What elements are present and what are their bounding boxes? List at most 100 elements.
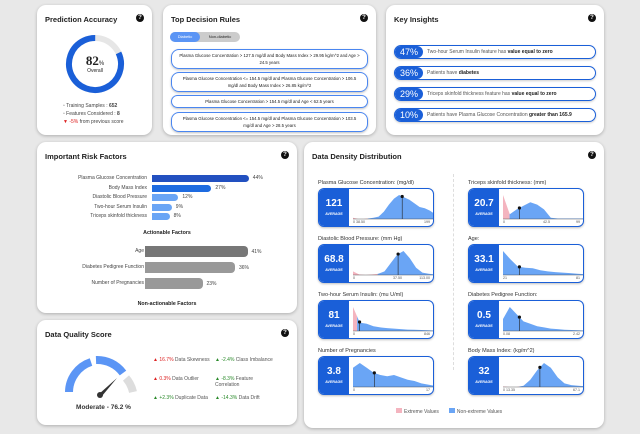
quality-metric: ▲ -2.4% Class Imbalance [215,357,275,363]
insight-item: 29% Triceps skinfold thickness feature ha… [394,87,596,101]
help-icon[interactable]: ? [588,151,596,159]
column-divider [453,174,454,370]
data-quality-card: Data Quality Score ? Moderate - 76.2 % ▲… [37,320,297,425]
stat-label: Training Samples : [66,103,109,109]
tab-diabetic[interactable]: Diabetic [170,32,200,42]
density-area [509,202,583,219]
up-arrow-icon: ▲ [153,357,158,363]
density-chart[interactable]: 0.5 AVERAGE 0.08 2.42 [468,300,584,339]
risk-factor-bar[interactable] [152,203,172,211]
quality-metric: ▲ +2.3% Duplicate Data [153,395,215,401]
help-icon[interactable]: ? [281,329,289,337]
axis-tick: 0 [353,276,355,280]
help-icon[interactable]: ? [281,151,289,159]
risk-factor-value: 23% [206,281,217,287]
tab-non-diabetic[interactable]: Non-diabetic [208,34,232,39]
density-plot [353,307,433,332]
risk-factor-bar[interactable] [152,175,249,182]
quality-metric: ▲ -14.3% Data Drift [215,395,275,401]
metric-label: Data Outlier [172,376,199,382]
risk-factor-value: 27% [215,184,226,191]
metric-value: -2.4% [221,357,235,363]
risk-factor-value: 36% [239,265,250,271]
risk-factor-label: Body Mass Index [108,184,147,191]
help-icon[interactable]: ? [136,14,144,22]
metric-label: Data Drift [238,395,260,401]
metric-value: -8.3% [221,376,235,382]
axis-tick: 37.50 [393,276,402,280]
average-label: AVERAGE [475,268,493,272]
help-icon[interactable]: ? [588,14,596,22]
density-chart[interactable]: 81 AVERAGE 0 846 [318,300,434,339]
insight-item: 36% Patients have diabetes [394,66,596,80]
card-title: Prediction Accuracy [45,15,118,24]
insight-percent: 29% [395,88,423,100]
axis-tick: 846 [424,332,430,336]
density-chart[interactable]: 32 AVERAGE 0 13.35 67.1 [468,356,584,395]
insight-percent: 10% [395,109,423,121]
axis-tick: 113.00 [419,276,430,280]
decision-rules-card: Top Decision Rules ? Diabetic Non-diabet… [163,5,376,135]
stat-value: 8 [117,111,120,117]
risk-factor-bar[interactable] [152,213,170,220]
actionable-label: Actionable Factors [143,230,191,236]
density-chart[interactable]: 33.1 AVERAGE 21 81 [468,244,584,283]
density-plot [503,363,583,388]
mean-marker [372,371,376,375]
average-badge: 81 AVERAGE [319,301,349,338]
axis-tick: 42.5 [543,220,550,224]
extreme-area [353,307,358,331]
density-plot [503,307,583,332]
density-chart[interactable]: 3.8 AVERAGE 0 17 [318,356,434,395]
density-area [367,195,433,219]
mean-marker [517,265,521,269]
density-chart-title: Number of Pregnancies [318,348,376,354]
mean-marker [357,320,362,324]
quality-metric: ▲ 16.7% Data Skewness [153,357,215,363]
insight-text: Two-hour Serum Insulin feature has value… [427,49,553,55]
density-chart-title: Diastolic Blood Pressure: (mm Hg) [318,236,403,242]
insight-text-plain: Patients have Plasma Glucose Concentrati… [427,112,529,118]
average-badge: 3.8 AVERAGE [319,357,349,394]
insight-text: Triceps skinfold thickness feature has v… [427,91,557,97]
accuracy-unit: % [98,61,105,67]
axis-tick: 99 [576,220,580,224]
average-label: AVERAGE [475,380,493,384]
accuracy-donut [66,35,124,93]
density-plot [503,251,583,276]
risk-factor-bar[interactable] [152,184,212,192]
accuracy-number: 82 [85,53,99,68]
insight-text: Patients have diabetes [427,70,479,76]
legend-nonextreme: Non-extreme Values [448,408,502,415]
risk-factor-label: Triceps skinfold thickness [90,213,147,219]
axis-tick: 199 [424,220,430,224]
insight-item: 10% Patients have Plasma Glucose Concentr… [394,108,596,122]
metric-label: Duplicate Data [175,395,208,401]
risk-factors-card: Important Risk Factors ? Plasma Glucose … [37,142,297,313]
average-label: AVERAGE [325,380,343,384]
extreme-area [503,195,510,219]
help-icon[interactable]: ? [360,14,368,22]
density-chart[interactable]: 121 AVERAGE 0 38.50 199 [318,188,434,227]
down-arrow-icon: ▼ [63,119,68,125]
quality-label: Moderate - 76.2 % [76,404,131,411]
density-chart[interactable]: 20.7 AVERAGE 0 42.5 99 [468,188,584,227]
average-value: 32 [478,366,490,377]
average-label: AVERAGE [325,268,343,272]
average-value: 33.1 [474,254,494,265]
mean-marker [396,252,400,256]
density-chart[interactable]: 68.8 AVERAGE 0 37.50 113.00 [318,244,434,283]
quality-gauge [65,356,137,398]
metric-label: Class Imbalance [235,357,273,363]
axis-tick: 0 [353,332,355,336]
score-change: ▼ -5% from previous score [63,119,124,125]
risk-factor-bar[interactable] [145,246,248,257]
average-label: AVERAGE [475,324,493,328]
risk-factor-value: 41% [251,249,262,255]
density-card: Data Density Distribution ? Plasma Gluco… [304,142,604,428]
risk-factor-bar[interactable] [145,278,203,289]
risk-factor-bar[interactable] [152,194,179,201]
density-plot [353,194,433,220]
mean-marker [517,315,521,319]
risk-factor-bar[interactable] [145,262,235,273]
